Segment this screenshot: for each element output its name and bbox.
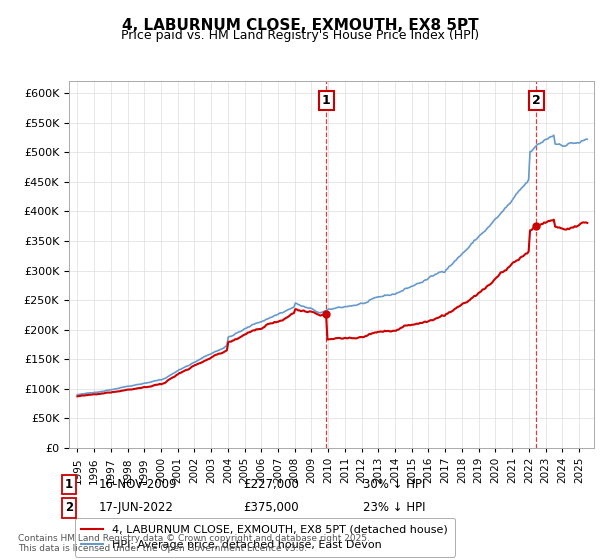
- Text: 1: 1: [65, 478, 73, 491]
- Text: Contains HM Land Registry data © Crown copyright and database right 2025.
This d: Contains HM Land Registry data © Crown c…: [18, 534, 370, 553]
- Text: 23% ↓ HPI: 23% ↓ HPI: [363, 501, 425, 515]
- Text: 2: 2: [65, 501, 73, 515]
- Legend: 4, LABURNUM CLOSE, EXMOUTH, EX8 5PT (detached house), HPI: Average price, detach: 4, LABURNUM CLOSE, EXMOUTH, EX8 5PT (det…: [74, 518, 455, 557]
- Text: £227,000: £227,000: [243, 478, 299, 491]
- Text: 17-JUN-2022: 17-JUN-2022: [99, 501, 174, 515]
- Text: 30% ↓ HPI: 30% ↓ HPI: [363, 478, 425, 491]
- Text: 1: 1: [322, 94, 331, 107]
- Text: 4, LABURNUM CLOSE, EXMOUTH, EX8 5PT: 4, LABURNUM CLOSE, EXMOUTH, EX8 5PT: [122, 18, 478, 33]
- Text: 2: 2: [532, 94, 541, 107]
- Text: 16-NOV-2009: 16-NOV-2009: [99, 478, 178, 491]
- Text: £375,000: £375,000: [243, 501, 299, 515]
- Text: Price paid vs. HM Land Registry's House Price Index (HPI): Price paid vs. HM Land Registry's House …: [121, 29, 479, 42]
